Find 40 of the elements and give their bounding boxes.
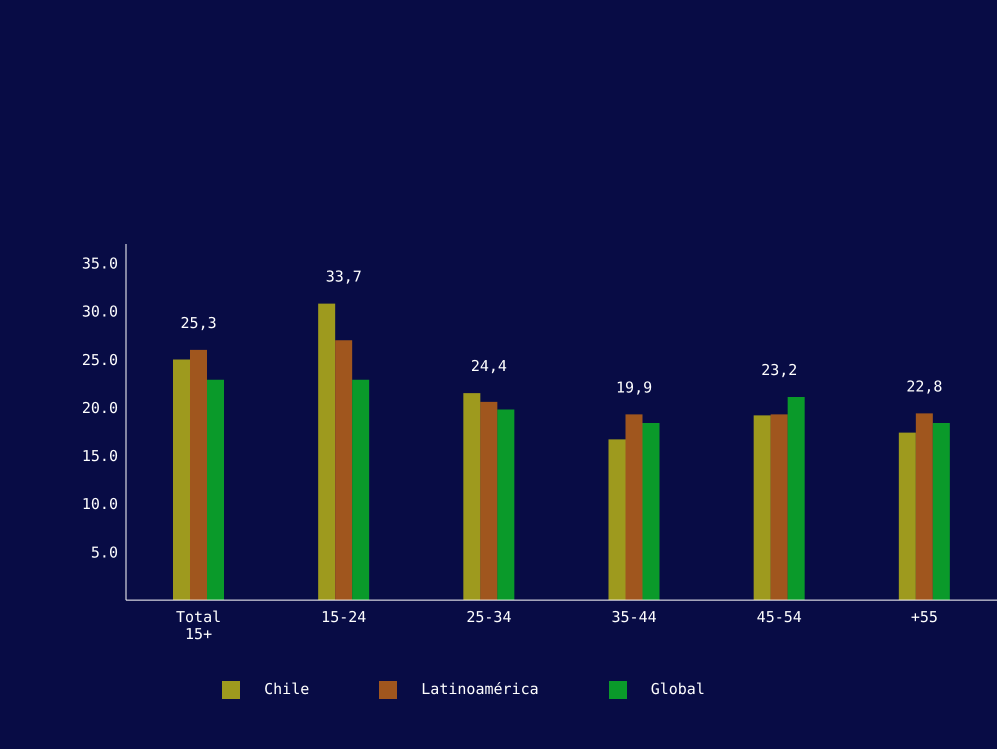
bar [173,359,190,600]
annotation: 33,7 [326,268,362,286]
y-tick-label: 5.0 [90,543,118,562]
annotation: 24,4 [470,357,507,376]
bar [335,340,352,600]
bar [608,439,626,600]
bar [898,432,916,600]
annotation: 25,3 [180,314,217,332]
x-tick-label: +55 [910,608,938,626]
bar [207,380,224,600]
bar [916,413,933,600]
bar [352,380,370,600]
bar [642,423,660,600]
bar [480,402,498,600]
legend-label: Latinoamérica [421,680,539,698]
bar [497,410,514,600]
bar [190,350,207,600]
bar [318,304,336,600]
y-tick-label: 15.0 [82,447,118,466]
y-tick-label: 35.0 [82,254,118,273]
bar [463,393,480,600]
y-tick-label: 30.0 [82,302,118,321]
annotation: 19,9 [616,378,652,396]
y-tick-label: 25.0 [82,350,118,369]
bar [626,414,642,600]
legend-label: Chile [264,680,310,698]
bar [932,423,950,600]
x-tick-label: 15-24 [321,608,366,626]
y-tick-label: 20.0 [82,398,118,417]
bar [754,415,771,600]
legend-label: Global [650,680,705,698]
y-tick-label: 10.0 [82,495,118,514]
x-tick-label: 45-54 [756,608,802,626]
x-tick-label: Total 15+ [176,608,222,644]
x-tick-label: 25-34 [466,608,512,626]
annotation: 22,8 [906,377,942,396]
bar [788,397,805,600]
x-tick-label: 35-44 [612,608,657,626]
bar [770,414,788,600]
annotation: 23,2 [761,361,798,380]
